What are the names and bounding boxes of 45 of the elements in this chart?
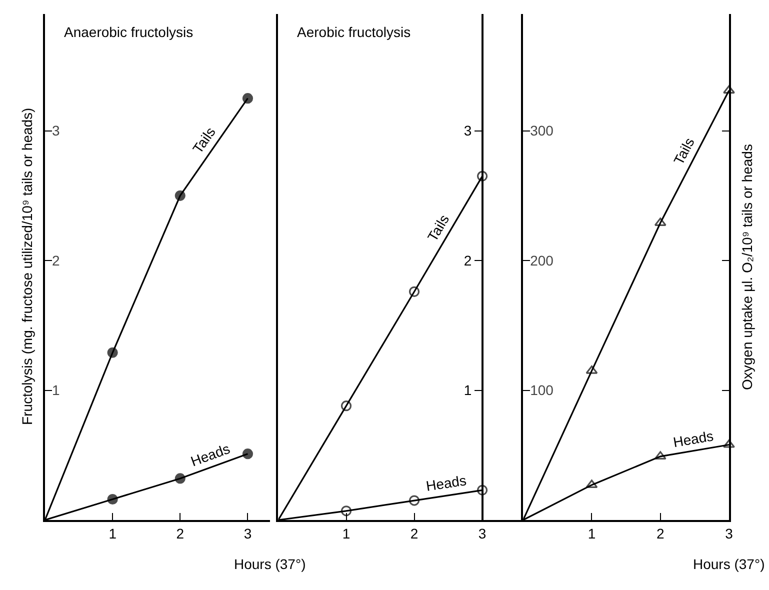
y2-tick-label: 2 [464, 252, 472, 268]
x-tick-label: 1 [342, 526, 350, 542]
point [174, 473, 186, 484]
text: Tails [670, 135, 698, 168]
y2-tick-label: 1 [464, 382, 472, 398]
y2-tick-label: 3 [464, 122, 472, 139]
x-axis-title: Hours (37°) [234, 556, 306, 572]
x-tick-label: 1 [108, 526, 117, 542]
point [586, 365, 598, 374]
point [722, 85, 735, 94]
text: Aerobic fructolysis [297, 24, 411, 40]
text: Heads [672, 428, 715, 450]
text: Heads [424, 472, 468, 494]
point [408, 286, 420, 297]
point [242, 93, 254, 104]
point [586, 480, 598, 488]
x-tick-label: 2 [176, 526, 184, 542]
y2-axis-title: Oxygen uptake µl. O₂/10⁹ tails or heads [739, 144, 755, 390]
text: Tails [189, 124, 218, 156]
x-axis-title: Hours (37°) [693, 556, 765, 572]
point [107, 494, 118, 505]
text: Heads [188, 440, 232, 470]
point [174, 190, 186, 201]
y-tick-label: 3 [52, 122, 60, 139]
point [408, 495, 420, 506]
x-tick-label: 3 [244, 526, 252, 542]
y-tick-label: 1 [52, 382, 60, 398]
point [242, 448, 254, 460]
point [107, 347, 118, 358]
y-tick-label: 100 [530, 382, 554, 398]
y-tick-label: 300 [530, 122, 554, 139]
y-axis-title: Fructolysis (mg. fructose utilized/10⁹ tails or heads) [19, 108, 35, 425]
point [477, 484, 488, 496]
point [722, 439, 735, 448]
x-tick-label: 3 [725, 526, 734, 542]
x-tick-label: 1 [588, 526, 596, 542]
x-tick-label: 2 [656, 526, 664, 542]
text: Anaerobic fructolysis [64, 24, 194, 40]
point [477, 170, 488, 182]
point [340, 506, 352, 516]
y-tick-label: 200 [530, 252, 554, 268]
y-tick-label: 2 [52, 252, 60, 268]
x-tick-label: 2 [410, 526, 418, 542]
point [340, 400, 352, 412]
x-tick-label: 3 [478, 526, 486, 542]
